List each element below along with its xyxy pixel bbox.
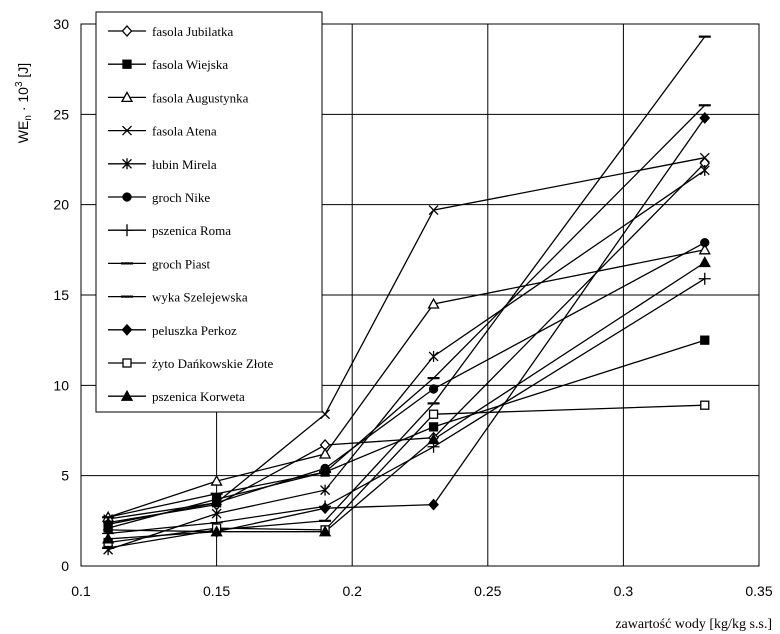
x-tick-label: 0.3 — [614, 583, 634, 599]
y-tick-label: 0 — [61, 558, 69, 574]
data-point — [428, 422, 439, 432]
data-point — [210, 474, 223, 486]
legend-label: peluszka Perkoz — [152, 323, 237, 338]
legend-item: łubin Mirela — [108, 157, 217, 172]
data-point — [121, 224, 133, 237]
data-point — [698, 272, 711, 285]
data-point — [699, 111, 711, 124]
data-point — [698, 256, 711, 268]
legend-label: łubin Mirela — [152, 157, 217, 172]
data-point — [699, 152, 710, 163]
y-tick-label: 30 — [53, 16, 69, 32]
data-point — [428, 205, 439, 216]
data-point — [699, 164, 710, 176]
legend: fasola Jubilatka fasola Wiejska fasola Aug… — [95, 11, 323, 413]
data-point — [120, 91, 134, 103]
data-point — [319, 502, 331, 515]
legend-item: fasola Wiejska — [108, 57, 228, 72]
plot-frame — [80, 23, 760, 567]
data-point — [121, 25, 133, 37]
legend-item: groch Nike — [108, 190, 210, 205]
legend-label: żyto Dańkowskie Złote — [152, 356, 274, 371]
x-tick-label: 0.1 — [71, 583, 91, 599]
data-point — [122, 59, 132, 69]
series-line — [108, 404, 705, 544]
data-point — [121, 323, 133, 336]
series-markers — [102, 35, 711, 556]
legend-label: pszenica Roma — [152, 223, 231, 238]
data-point — [427, 433, 440, 445]
data-point — [122, 125, 132, 136]
legend-item: fasola Jubilatka — [108, 24, 233, 39]
data-point — [427, 297, 440, 309]
data-point — [210, 525, 223, 537]
data-point — [700, 335, 710, 345]
data-point — [318, 525, 332, 537]
y-axis-title: WEn · 103 [J] — [14, 63, 34, 143]
data-point — [122, 192, 132, 202]
data-point — [700, 237, 710, 248]
legend-item: fasola Augustynka — [108, 90, 249, 105]
x-tick-label: 0.15 — [203, 583, 230, 599]
data-point — [211, 498, 222, 508]
legend-item: pszenica Roma — [108, 223, 231, 238]
legend-label: groch Nike — [152, 190, 210, 205]
y-axis-title-sub: n — [23, 115, 34, 121]
data-point — [122, 158, 132, 170]
data-point — [320, 484, 331, 496]
data-point — [428, 384, 439, 394]
legend-box — [95, 11, 323, 413]
data-point — [318, 447, 332, 459]
data-point — [698, 243, 711, 255]
x-tick-label: 0.25 — [474, 583, 501, 599]
data-point — [700, 400, 710, 410]
legend-item: żyto Dańkowskie Złote — [108, 356, 274, 371]
legend-item: groch Piast — [108, 256, 211, 271]
y-axis-title-unit: [J] — [15, 63, 31, 82]
y-tick-labels: 0 5 10 15 20 25 30 — [53, 16, 69, 574]
y-axis-title-mid: · 10 — [15, 87, 31, 115]
x-axis-title: zawartość wody [kg/kg s.s.] — [615, 617, 772, 632]
x-tick-label: 0.35 — [745, 583, 772, 599]
y-tick-label: 5 — [61, 468, 69, 484]
y-tick-label: 10 — [53, 377, 69, 393]
data-point — [428, 498, 439, 511]
data-point — [428, 350, 439, 362]
y-tick-label: 20 — [53, 197, 69, 213]
legend-label: fasola Augustynka — [152, 90, 249, 105]
y-axis-title-sup: 3 — [14, 81, 25, 87]
legend-label: fasola Atena — [152, 124, 217, 139]
legend-item: wyka Szelejewska — [108, 290, 248, 305]
legend-label: wyka Szelejewska — [152, 290, 248, 305]
y-tick-label: 25 — [53, 106, 69, 122]
x-tick-label: 0.2 — [342, 583, 362, 599]
data-point — [122, 358, 132, 368]
data-point — [120, 389, 134, 401]
y-axis-title-main: WE — [15, 121, 31, 144]
y-tick-label: 15 — [53, 287, 69, 303]
legend-item: pszenica Korweta — [108, 389, 245, 404]
legend-label: groch Piast — [152, 256, 211, 271]
legend-item: fasola Atena — [108, 124, 217, 139]
legend-item: peluszka Perkoz — [108, 323, 237, 338]
legend-label: fasola Wiejska — [152, 57, 228, 72]
x-tick-labels: 0.1 0.15 0.2 0.25 0.3 0.35 — [71, 583, 773, 599]
legend-label: fasola Jubilatka — [152, 24, 233, 39]
legend-label: pszenica Korweta — [152, 389, 245, 404]
data-point — [102, 532, 115, 544]
data-point — [428, 409, 439, 419]
